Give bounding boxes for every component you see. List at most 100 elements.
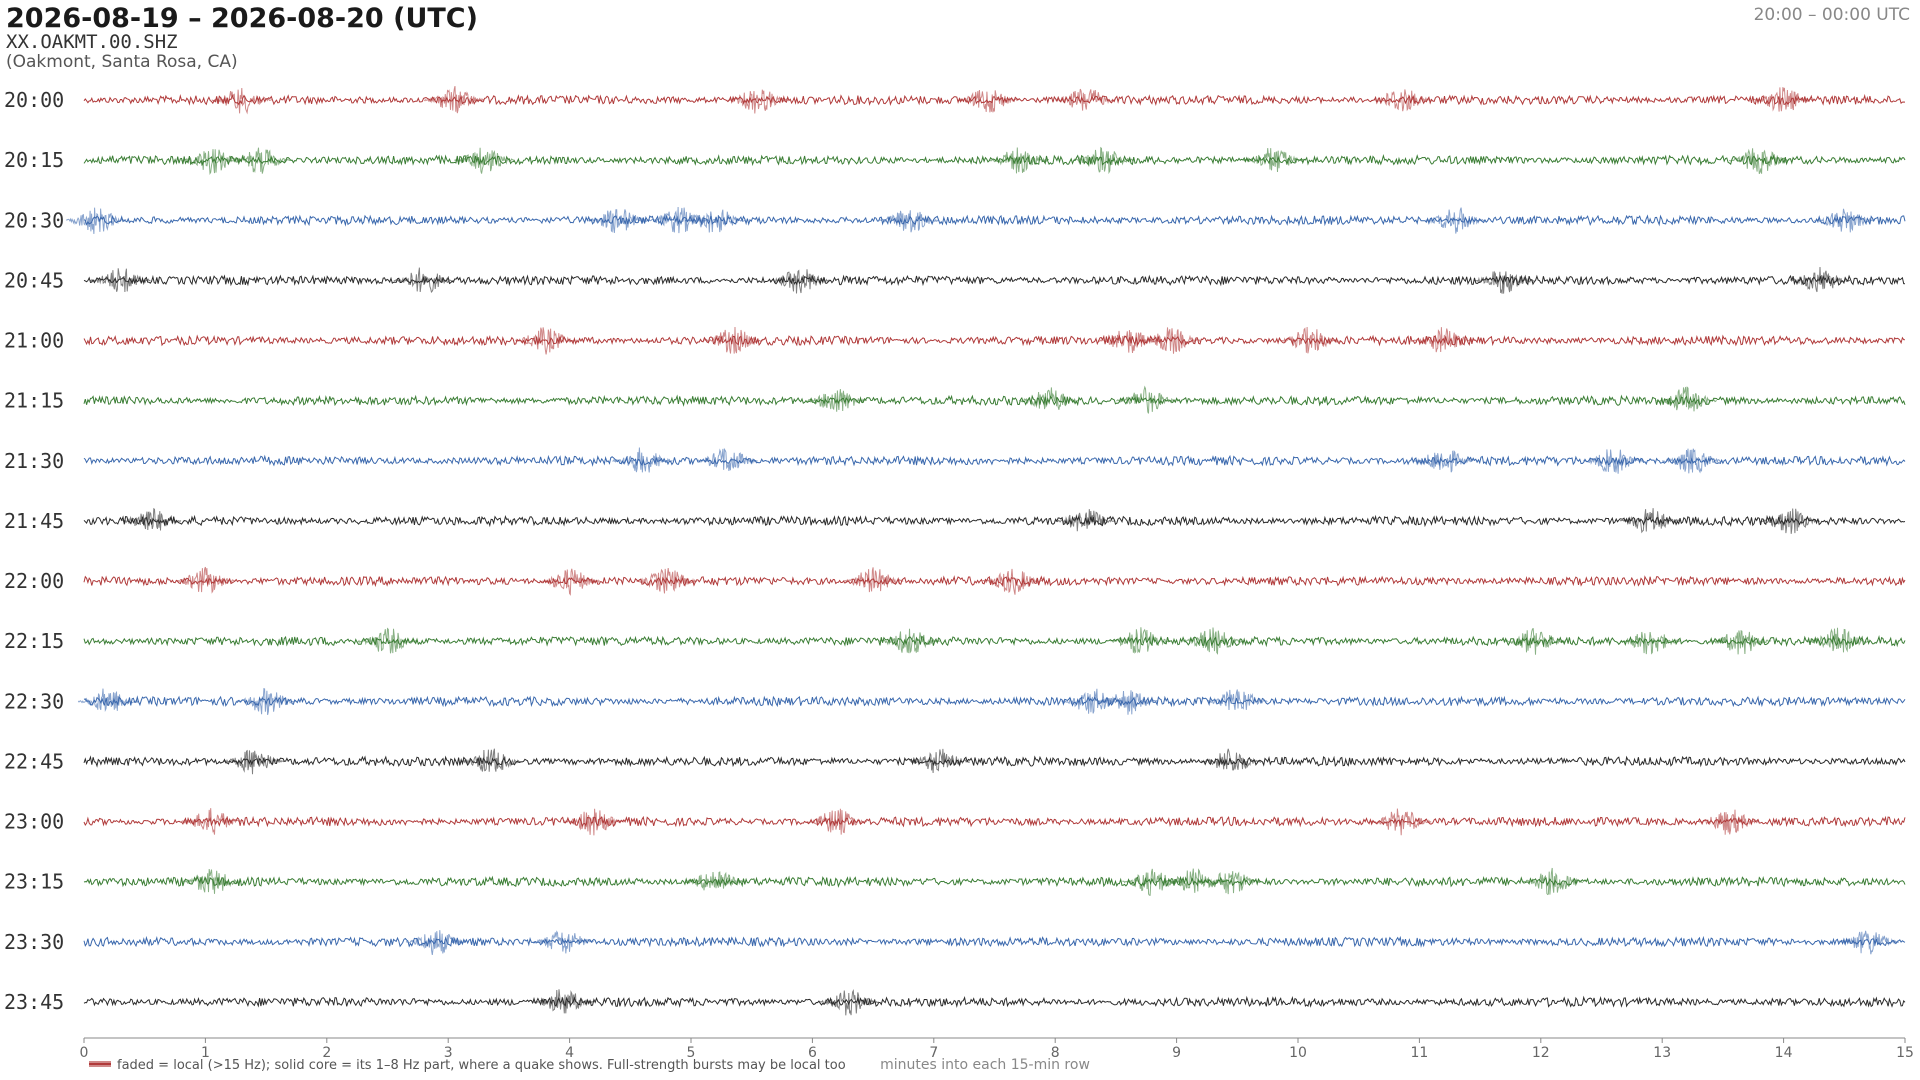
- row-label: 22:15: [4, 629, 64, 653]
- burst: [1413, 450, 1474, 473]
- burst: [1838, 930, 1899, 955]
- burst: [181, 808, 242, 835]
- x-tick-label: 10: [1289, 1045, 1307, 1061]
- burst: [806, 808, 868, 835]
- burst: [703, 326, 764, 354]
- burst: [223, 749, 285, 775]
- row-label: 23:45: [4, 990, 64, 1014]
- location: (Oakmont, Santa Rosa, CA): [6, 52, 238, 72]
- time-range: 20:00 – 00:00 UTC: [1754, 5, 1910, 25]
- burst: [1790, 266, 1851, 293]
- burst: [988, 147, 1050, 174]
- x-tick-label: 1: [201, 1045, 210, 1061]
- row-label: 21:45: [4, 509, 64, 533]
- burst: [909, 748, 970, 774]
- burst: [1413, 327, 1474, 353]
- row-label: 20:45: [4, 268, 64, 292]
- burst: [120, 507, 182, 531]
- burst: [648, 206, 710, 234]
- burst: [1019, 387, 1080, 410]
- burst: [211, 87, 273, 115]
- burst: [175, 566, 236, 594]
- burst: [1280, 326, 1341, 354]
- x-tick-label: 8: [1051, 1045, 1060, 1061]
- burst: [357, 627, 418, 654]
- burst: [1110, 627, 1171, 654]
- burst: [769, 269, 831, 294]
- burst: [1662, 448, 1723, 474]
- row-label: 21:15: [4, 389, 64, 413]
- trace: [83, 514, 1906, 528]
- burst: [1370, 89, 1432, 112]
- burst: [533, 930, 594, 954]
- burst: [1753, 87, 1814, 112]
- burst: [1097, 690, 1159, 715]
- burst: [684, 209, 746, 233]
- row-label: 22:00: [4, 569, 64, 593]
- burst: [1425, 207, 1486, 234]
- burst: [181, 149, 242, 175]
- burst: [982, 568, 1044, 595]
- x-tick-label: 6: [808, 1045, 817, 1061]
- burst: [1061, 688, 1123, 714]
- burst: [77, 688, 139, 713]
- burst: [1619, 508, 1681, 534]
- burst: [818, 988, 879, 1016]
- burst: [958, 89, 1019, 113]
- burst: [1504, 628, 1566, 655]
- x-tick-label: 12: [1532, 1045, 1550, 1061]
- burst: [235, 688, 297, 716]
- burst: [727, 89, 789, 114]
- row-label: 23:00: [4, 810, 64, 834]
- burst: [843, 567, 904, 593]
- burst: [636, 568, 698, 594]
- x-tick-label: 4: [565, 1045, 574, 1061]
- row-label: 21:30: [4, 449, 64, 473]
- trace: [83, 695, 1906, 708]
- burst: [393, 267, 455, 294]
- burst: [1583, 449, 1644, 474]
- trace: [83, 214, 1906, 227]
- burst: [515, 327, 576, 355]
- burst: [181, 868, 242, 894]
- burst: [1656, 386, 1717, 412]
- burst: [1097, 330, 1159, 354]
- x-tick-label: 2: [322, 1045, 331, 1061]
- burst: [1140, 327, 1201, 354]
- burst: [454, 147, 516, 174]
- burst: [1201, 871, 1262, 895]
- row-label: 23:30: [4, 930, 64, 954]
- x-tick-label: 9: [1172, 1045, 1181, 1061]
- trace: [83, 334, 1906, 347]
- burst: [1710, 630, 1772, 655]
- x-tick-label: 14: [1775, 1045, 1793, 1061]
- burst: [1116, 385, 1177, 414]
- burst: [1243, 148, 1304, 173]
- burst: [879, 628, 940, 654]
- burst: [1522, 867, 1584, 896]
- burst: [1759, 508, 1820, 534]
- burst: [1182, 627, 1244, 655]
- x-tick-label: 7: [929, 1045, 938, 1061]
- row-label: 22:30: [4, 689, 64, 713]
- trace: [83, 154, 1906, 167]
- burst: [1201, 748, 1262, 771]
- x-tick-label: 0: [80, 1045, 89, 1061]
- burst: [587, 209, 649, 233]
- burst: [533, 989, 594, 1014]
- row-label: 20:00: [4, 88, 64, 112]
- burst: [1807, 627, 1869, 653]
- burst: [229, 147, 291, 174]
- trace: [83, 875, 1906, 888]
- burst: [423, 85, 485, 114]
- row-label: 20:15: [4, 148, 64, 172]
- x-tick-label: 15: [1896, 1045, 1914, 1061]
- x-tick-label: 3: [444, 1045, 453, 1061]
- burst: [685, 871, 746, 891]
- burst: [1122, 868, 1183, 896]
- burst: [539, 568, 601, 596]
- x-tick-label: 11: [1410, 1045, 1428, 1061]
- trace: [83, 274, 1906, 287]
- trace: [83, 995, 1906, 1008]
